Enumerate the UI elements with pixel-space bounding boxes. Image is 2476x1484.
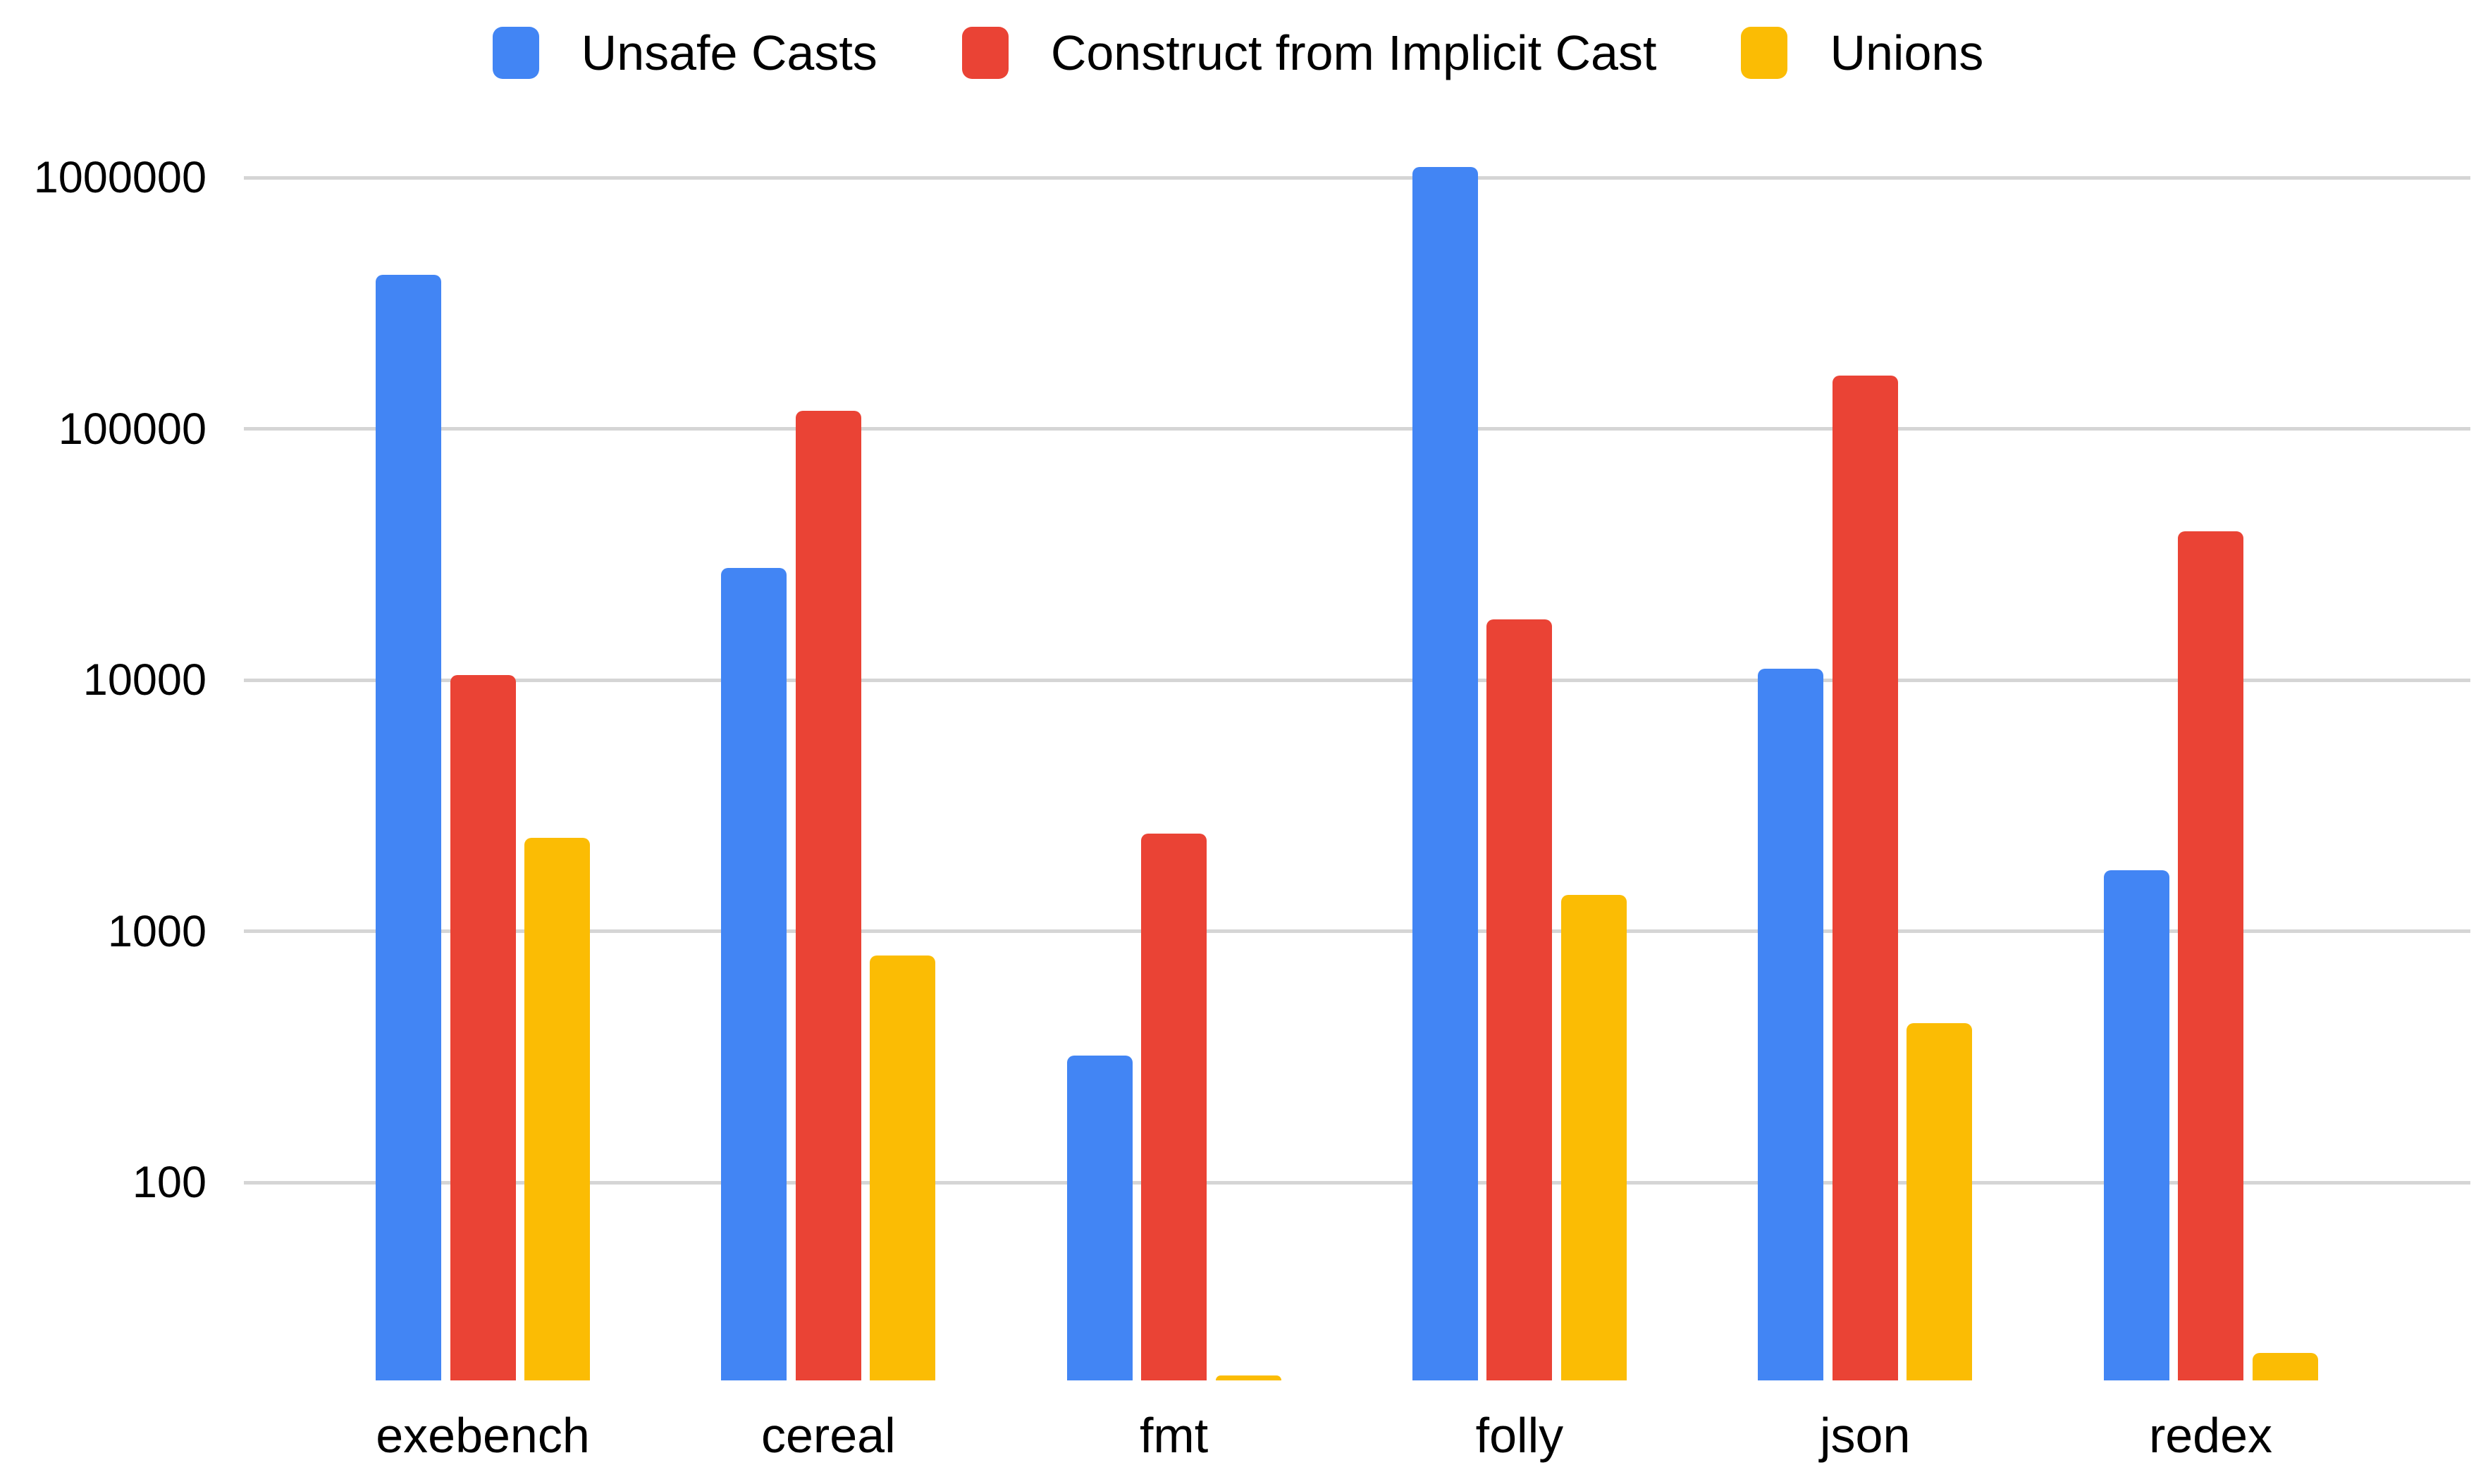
legend-swatch-construct-from-implicit-cast	[961, 27, 1009, 79]
bar-unsafe-casts-json	[1758, 668, 1824, 1380]
gridline-10000	[244, 678, 2470, 682]
legend-swatch-unions	[1741, 27, 1788, 79]
y-tick-label-10000: 10000	[82, 655, 207, 705]
gridline-100	[244, 1180, 2470, 1185]
bar-construct-from-implicit-cast-fmt	[1141, 833, 1207, 1380]
legend-label-unions: Unions	[1830, 25, 1984, 80]
legend-item-unions: Unions	[1741, 25, 1983, 81]
bar-unsafe-casts-redex	[2103, 870, 2169, 1380]
gridline-100000	[244, 427, 2470, 431]
x-category-label-cereal: cereal	[760, 1408, 896, 1463]
bar-unsafe-casts-folly	[1412, 167, 1478, 1380]
bar-unions-folly	[1560, 894, 1627, 1380]
chart-legend: Unsafe Casts Construct from Implicit Cas…	[0, 0, 2476, 106]
bar-construct-from-implicit-cast-json	[1832, 376, 1898, 1380]
bar-unions-exebench	[524, 838, 590, 1380]
legend-label-construct-from-implicit-cast: Construct from Implicit Cast	[1050, 25, 1657, 80]
bar-unsafe-casts-cereal	[721, 567, 787, 1380]
legend-swatch-unsafe-casts	[492, 27, 539, 79]
bar-construct-from-implicit-cast-exebench	[450, 674, 516, 1380]
bar-unions-fmt	[1215, 1375, 1281, 1380]
gridline-1000	[244, 929, 2470, 934]
bar-unsafe-casts-fmt	[1066, 1056, 1133, 1380]
bar-construct-from-implicit-cast-redex	[2178, 531, 2243, 1380]
bar-construct-from-implicit-cast-cereal	[795, 411, 861, 1380]
x-category-label-fmt: fmt	[1139, 1408, 1209, 1463]
bar-unions-cereal	[870, 956, 936, 1380]
bar-unsafe-casts-exebench	[376, 275, 441, 1380]
bar-unions-redex	[2252, 1352, 2318, 1380]
legend-item-construct-from-implicit-cast: Construct from Implicit Cast	[961, 25, 1657, 81]
y-tick-label-100: 100	[132, 1158, 207, 1208]
bar-unions-json	[1907, 1023, 1973, 1380]
gridline-1000000	[244, 175, 2470, 180]
x-category-label-folly: folly	[1475, 1408, 1564, 1463]
x-category-label-redex: redex	[2148, 1408, 2273, 1463]
bar-construct-from-implicit-cast-folly	[1486, 619, 1553, 1380]
x-category-label-json: json	[1819, 1408, 1911, 1463]
y-tick-label-1000: 1000	[107, 906, 207, 956]
legend-label-unsafe-casts: Unsafe Casts	[581, 25, 877, 80]
x-category-label-exebench: exebench	[376, 1408, 590, 1463]
legend-item-unsafe-casts: Unsafe Casts	[492, 25, 877, 81]
y-tick-label-100000: 100000	[58, 404, 207, 454]
y-tick-label-1000000: 1000000	[33, 153, 207, 203]
